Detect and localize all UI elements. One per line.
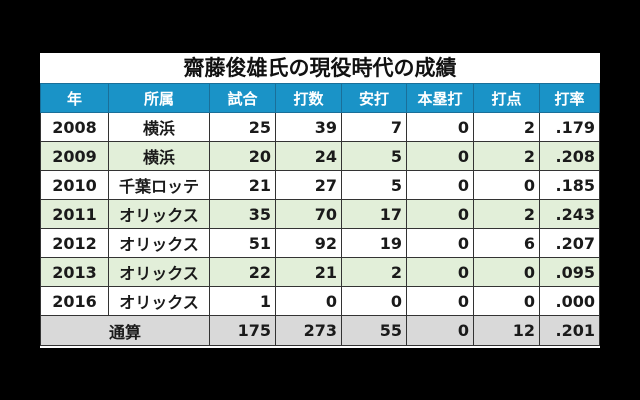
cell-rbi: 0 [473,170,540,200]
cell-rbi: 2 [473,112,540,142]
header-avg: 打率 [539,83,600,113]
cell-avg: .243 [539,199,600,229]
header-hits: 安打 [341,83,407,113]
cell-rbi: 0 [473,257,540,287]
cell-avg: .208 [539,141,600,171]
cell-at-bats: 39 [275,112,342,142]
cell-avg: .179 [539,112,600,142]
career-stats-table: 年 所属 試合 打数 安打 本塁打 打点 打率 2008 横浜 25 39 7 … [40,83,600,346]
table-row: 2011 オリックス 35 70 17 0 2 .243 [40,199,600,229]
cell-at-bats: 92 [275,228,342,258]
total-games: 175 [209,315,276,346]
cell-games: 20 [209,141,276,171]
header-at-bats: 打数 [275,83,342,113]
cell-games: 51 [209,228,276,258]
cell-team: 横浜 [108,112,210,142]
cell-year: 2009 [40,141,109,171]
cell-hits: 5 [341,170,407,200]
header-year: 年 [40,83,109,113]
header-team: 所属 [108,83,210,113]
cell-avg: .000 [539,286,600,316]
cell-rbi: 2 [473,199,540,229]
table-row: 2009 横浜 20 24 5 0 2 .208 [40,141,600,171]
cell-avg: .207 [539,228,600,258]
cell-at-bats: 27 [275,170,342,200]
total-rbi: 12 [473,315,540,346]
cell-year: 2012 [40,228,109,258]
cell-home-runs: 0 [406,170,474,200]
header-games: 試合 [209,83,276,113]
table-row: 2008 横浜 25 39 7 0 2 .179 [40,112,600,142]
cell-games: 21 [209,170,276,200]
cell-rbi: 0 [473,286,540,316]
cell-team: オリックス [108,199,210,229]
stats-panel: 齋藤俊雄氏の現役時代の成績 年 所属 試合 打数 安打 本塁打 打点 打率 20… [40,53,600,348]
cell-team: オリックス [108,286,210,316]
cell-avg: .095 [539,257,600,287]
cell-at-bats: 21 [275,257,342,287]
cell-games: 22 [209,257,276,287]
cell-avg: .185 [539,170,600,200]
cell-hits: 0 [341,286,407,316]
table-row: 2010 千葉ロッテ 21 27 5 0 0 .185 [40,170,600,200]
cell-hits: 17 [341,199,407,229]
cell-year: 2013 [40,257,109,287]
cell-hits: 5 [341,141,407,171]
cell-home-runs: 0 [406,257,474,287]
table-row: 2016 オリックス 1 0 0 0 0 .000 [40,286,600,316]
total-row: 通算 175 273 55 0 12 .201 [40,315,600,346]
cell-games: 35 [209,199,276,229]
cell-at-bats: 0 [275,286,342,316]
cell-year: 2008 [40,112,109,142]
cell-rbi: 2 [473,141,540,171]
table-row: 2013 オリックス 22 21 2 0 0 .095 [40,257,600,287]
cell-team: オリックス [108,257,210,287]
cell-hits: 19 [341,228,407,258]
cell-home-runs: 0 [406,112,474,142]
cell-games: 25 [209,112,276,142]
table-title: 齋藤俊雄氏の現役時代の成績 [183,56,457,80]
cell-hits: 2 [341,257,407,287]
cell-team: オリックス [108,228,210,258]
cell-year: 2010 [40,170,109,200]
cell-hits: 7 [341,112,407,142]
total-at-bats: 273 [275,315,342,346]
cell-at-bats: 24 [275,141,342,171]
cell-home-runs: 0 [406,141,474,171]
cell-games: 1 [209,286,276,316]
cell-year: 2016 [40,286,109,316]
total-label: 通算 [40,315,210,346]
cell-home-runs: 0 [406,199,474,229]
cell-home-runs: 0 [406,286,474,316]
header-home-runs: 本塁打 [406,83,474,113]
cell-team: 横浜 [108,141,210,171]
total-home-runs: 0 [406,315,474,346]
cell-year: 2011 [40,199,109,229]
table-row: 2012 オリックス 51 92 19 0 6 .207 [40,228,600,258]
cell-rbi: 6 [473,228,540,258]
total-hits: 55 [341,315,407,346]
cell-at-bats: 70 [275,199,342,229]
cell-home-runs: 0 [406,228,474,258]
total-avg: .201 [539,315,600,346]
cell-team: 千葉ロッテ [108,170,210,200]
header-rbi: 打点 [473,83,540,113]
header-row: 年 所属 試合 打数 安打 本塁打 打点 打率 [40,83,600,113]
